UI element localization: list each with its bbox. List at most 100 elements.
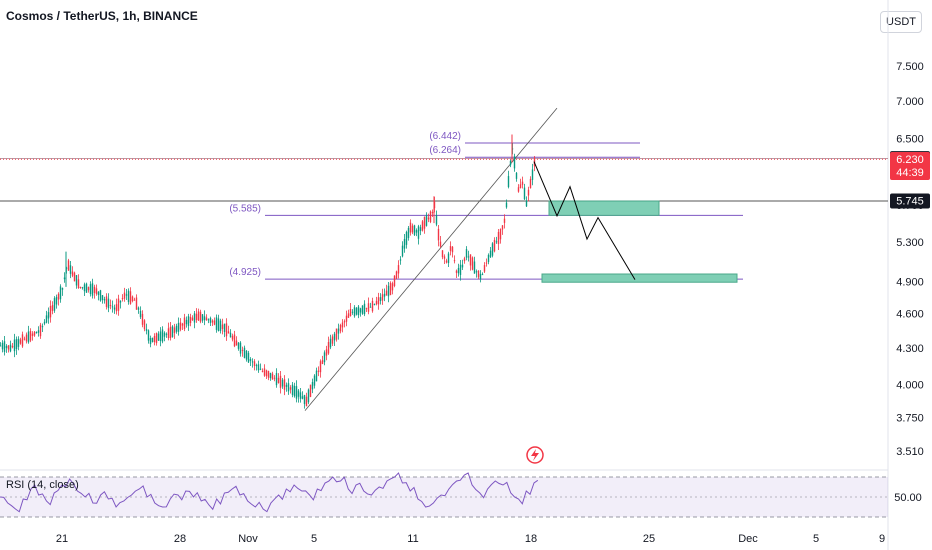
candle-body [377, 297, 380, 305]
candle-body [311, 382, 314, 390]
time-tick: 28 [174, 533, 186, 545]
candle-body [245, 350, 248, 360]
candle-body [323, 352, 326, 363]
rsi-label: RSI (14, close) [6, 479, 79, 491]
candle-body [123, 292, 126, 299]
price-tick: 4.000 [896, 380, 924, 392]
candle-body [145, 329, 148, 331]
candle-body [411, 225, 414, 233]
candle-body [29, 331, 32, 341]
price-tick: 3.750 [896, 412, 924, 424]
candle-body [273, 377, 276, 379]
candle-body [285, 384, 288, 387]
candle-body [299, 392, 302, 399]
candle-body [191, 317, 194, 321]
candle-body [495, 241, 498, 243]
candle-body [83, 284, 86, 292]
candle-body [13, 339, 16, 352]
candle-body [397, 265, 400, 274]
candles [0, 142, 536, 409]
candle-body [287, 383, 290, 392]
candle-body [227, 331, 230, 334]
candle-body [507, 176, 510, 188]
candle-body [173, 327, 176, 333]
candle-body [143, 320, 146, 330]
price-tick: 7.500 [896, 61, 924, 73]
candle-body [237, 342, 240, 349]
candle-body [101, 295, 104, 300]
candle-body [77, 279, 80, 289]
candle-body [225, 323, 228, 337]
candle-body [25, 334, 28, 342]
candle-body [249, 359, 252, 361]
price-axis-label-text: 5.745 [896, 196, 924, 208]
candle-body [117, 298, 120, 311]
candle-body [213, 320, 216, 325]
candle-body [229, 332, 232, 338]
candle-body [19, 339, 22, 344]
candle-body [61, 287, 64, 290]
price-tick: 5.300 [896, 237, 924, 249]
candle-body [207, 319, 210, 321]
candle-body [201, 314, 204, 321]
candle-body [209, 318, 212, 323]
candle-body [339, 324, 342, 332]
candle-body [21, 334, 24, 347]
candle-body [361, 305, 364, 314]
candle-body [193, 313, 196, 323]
candle-body [489, 250, 492, 258]
candle-body [163, 332, 166, 337]
candle-body [187, 316, 190, 326]
candle-body [527, 189, 530, 196]
candle-body [167, 328, 170, 339]
currency-selector[interactable]: USDT [880, 11, 922, 33]
candle-body [129, 291, 132, 304]
candle-body [469, 254, 472, 266]
candle-body [453, 260, 456, 262]
candle-body [471, 257, 474, 270]
candle-body [97, 291, 100, 296]
price-tick: 7.000 [896, 96, 924, 108]
candle-body [401, 245, 404, 257]
candle-body [367, 303, 370, 312]
candle-body [151, 337, 154, 343]
candle-body [233, 334, 236, 347]
candle-body [243, 347, 246, 358]
candle-body [147, 330, 150, 341]
candle-body [59, 286, 62, 300]
candle-body [351, 311, 354, 313]
candle-body [37, 330, 40, 333]
candle-body [183, 317, 186, 330]
candle-body [189, 316, 192, 324]
countdown-text: 44:39 [896, 167, 924, 179]
candle-body [363, 303, 366, 315]
rsi-band [0, 477, 888, 517]
candle-body [503, 218, 506, 223]
candle-body [461, 264, 464, 268]
candle-body [325, 349, 328, 356]
candle-body [491, 243, 494, 256]
candle-body [283, 379, 286, 390]
candle-body [119, 300, 122, 303]
candle-body [113, 307, 116, 310]
candle-body [135, 297, 138, 310]
candle-body [321, 360, 324, 365]
candle-body [221, 324, 224, 330]
candle-body [449, 246, 452, 251]
candle-body [515, 172, 518, 179]
time-tick: 9 [879, 533, 885, 545]
candle-body [63, 277, 66, 280]
candle-body [57, 293, 60, 300]
candle-body [313, 375, 316, 386]
candle-body [67, 260, 70, 271]
candle-body [181, 323, 184, 326]
candle-body [23, 338, 26, 340]
candle-body [75, 275, 78, 286]
candle-body [531, 169, 534, 180]
candle-body [159, 331, 162, 342]
candle-body [317, 370, 320, 372]
candle-body [385, 290, 388, 296]
lightning-icon[interactable] [526, 446, 544, 464]
candle-body [109, 305, 112, 307]
